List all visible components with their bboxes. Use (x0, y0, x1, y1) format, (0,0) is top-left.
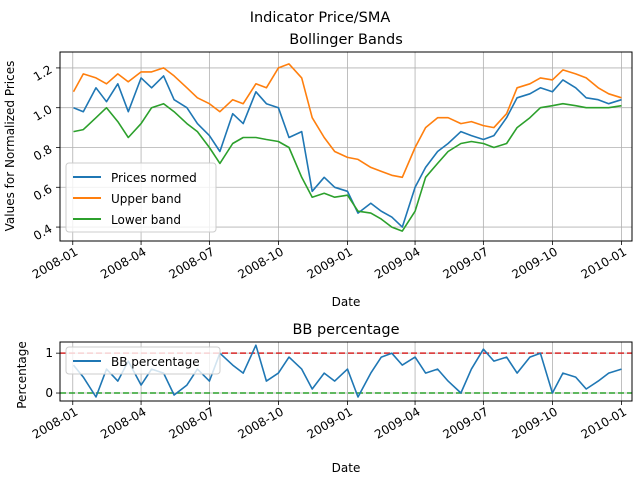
x-tick-label: 2010-01 (579, 244, 629, 281)
upper-band-line (72, 63, 622, 179)
x-tick-label: 2009-04 (372, 244, 422, 281)
x-tick-label: 2009-01 (305, 244, 355, 281)
x-tick-label: 2009-10 (510, 244, 560, 281)
legend-label-lower: Lower band (111, 213, 181, 227)
x-tick-label: 2009-01 (305, 404, 355, 441)
bb-y-axis-label: Percentage (15, 341, 29, 409)
bb-x-axis: 2008-01 2008-04 2008-07 2008-10 2009-01 2009-… (30, 401, 629, 442)
bb-percentage-chart: BB percentage 2008-01 2008-04 2008-07 2008-… (15, 322, 633, 475)
x-tick-label: 2009-10 (510, 404, 560, 441)
bollinger-chart: Bollinger Bands 2008-01 2008-04 2008-07 200… (3, 32, 633, 309)
y-tick-label: 1.0 (31, 102, 55, 124)
legend-label-prices: Prices normed (111, 171, 197, 185)
bollinger-y-axis: 0.4 0.6 0.8 1.0 1.2 (31, 62, 60, 243)
x-tick-label: 2008-04 (98, 244, 148, 281)
prices-normed-line (73, 75, 622, 228)
bollinger-legend-box (65, 162, 217, 233)
x-tick-label: 2009-07 (440, 404, 490, 441)
y-tick-label: 1 (45, 346, 53, 360)
bb-plot-area (59, 341, 633, 402)
bollinger-legend: Prices normed Upper band Lower band (65, 162, 217, 233)
bollinger-y-axis-label: Values for Normalized Prices (3, 61, 17, 232)
y-tick-label: 0.8 (31, 142, 55, 164)
bollinger-x-axis-label: Date (332, 295, 361, 309)
bb-percentage-chart-title: BB percentage (292, 322, 399, 338)
x-tick-label: 2008-07 (166, 244, 216, 281)
bollinger-lines (72, 63, 622, 232)
x-tick-label: 2008-01 (30, 404, 80, 441)
bb-legend-box (65, 346, 221, 375)
bb-legend: BB percentage (65, 346, 221, 375)
y-tick-label: 0.4 (31, 222, 55, 244)
x-tick-label: 2008-10 (236, 244, 286, 281)
bollinger-chart-title: Bollinger Bands (289, 32, 403, 48)
bollinger-x-axis: 2008-01 2008-04 2008-07 2008-10 2009-01 2009-… (30, 241, 629, 282)
x-tick-label: 2009-07 (440, 244, 490, 281)
x-tick-label: 2010-01 (579, 404, 629, 441)
legend-label-upper: Upper band (111, 192, 181, 206)
y-tick-label: 1.2 (31, 62, 55, 84)
bb-x-axis-label: Date (332, 461, 361, 475)
x-tick-label: 2008-04 (98, 404, 148, 441)
y-tick-label: 0.6 (31, 182, 55, 204)
lower-band-line (73, 102, 622, 232)
x-tick-label: 2008-10 (236, 404, 286, 441)
legend-label-bb: BB percentage (111, 355, 200, 369)
x-tick-label: 2008-07 (166, 404, 216, 441)
x-tick-label: 2009-04 (372, 404, 422, 441)
bollinger-plot-area (59, 51, 633, 242)
y-tick-label: 0 (45, 386, 53, 400)
figure-title: Indicator Price/SMA (250, 10, 391, 26)
x-tick-label: 2008-01 (30, 244, 80, 281)
bb-y-axis: 01 (45, 346, 60, 400)
